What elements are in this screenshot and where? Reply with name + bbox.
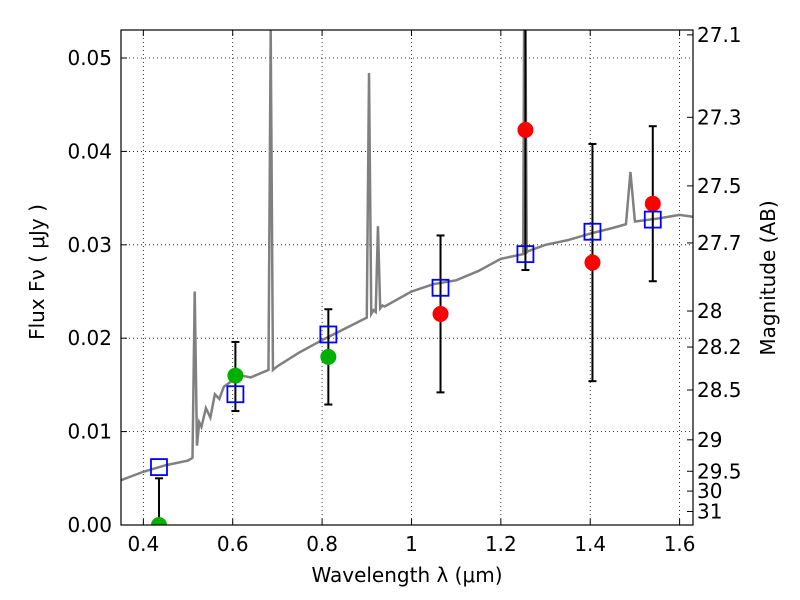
magnitude-tick-label: 27.5 [697, 174, 742, 198]
model-point [319, 325, 338, 344]
y-tick-label: 0.01 [67, 420, 112, 444]
magnitude-tick-label: 31 [697, 500, 722, 524]
y-axis-label: Flux Fν ( μJy ) [25, 204, 49, 340]
model-point [150, 458, 168, 476]
y-tick-label: 0.02 [67, 326, 112, 350]
y-tick-label: 0.00 [67, 513, 112, 537]
x-tick-label: 0.8 [306, 532, 338, 556]
model-points [150, 210, 662, 476]
y-axis-ticks: 0.00 0.01 0.02 0.03 0.04 0.05 [67, 46, 127, 537]
x-tick-label: 0.4 [127, 532, 159, 556]
magnitude-tick-label: 27.1 [697, 23, 742, 47]
y-tick-label: 0.05 [67, 46, 112, 70]
model-point [431, 278, 450, 297]
x-axis-ticks: 0.4 0.6 0.8 1 1.2 1.4 1.6 [127, 30, 696, 556]
observed-point [320, 348, 337, 365]
magnitude-tick-label: 28 [697, 299, 722, 323]
x-tick-label: 1.6 [664, 532, 696, 556]
magnitude-axis-label: Magnitude (AB) [756, 200, 780, 355]
error-bars [154, 30, 657, 525]
observed-point [644, 195, 661, 212]
model-spectrum-line [121, 30, 693, 482]
plot-frame [120, 29, 694, 526]
x-tick-label: 1 [405, 532, 418, 556]
model-point [583, 222, 602, 241]
observed-point [432, 305, 449, 322]
observed-point [150, 517, 167, 525]
observed-point [584, 254, 601, 271]
x-tick-label: 0.6 [217, 532, 249, 556]
observed-point [227, 367, 244, 384]
model-point [226, 385, 245, 404]
magnitude-tick-label: 28.2 [697, 335, 742, 359]
magnitude-tick-label: 29 [697, 428, 722, 452]
grid [121, 30, 693, 526]
magnitude-tick-label: 27.7 [697, 231, 742, 255]
model-point [516, 245, 535, 264]
x-tick-label: 1.4 [574, 532, 606, 556]
observed-point [517, 121, 534, 138]
magnitude-tick-label: 27.3 [697, 105, 742, 129]
observed-points [150, 121, 661, 525]
x-tick-label: 1.2 [485, 532, 517, 556]
magnitude-tick-label: 29.5 [697, 459, 742, 483]
y-tick-label: 0.03 [67, 233, 112, 257]
y-tick-label: 0.04 [67, 139, 112, 163]
magnitude-tick-label: 28.5 [697, 378, 742, 402]
magnitude-tick-label: 30 [697, 479, 722, 503]
model-point [643, 210, 662, 229]
x-axis-label: Wavelength λ (μm) [311, 563, 502, 587]
